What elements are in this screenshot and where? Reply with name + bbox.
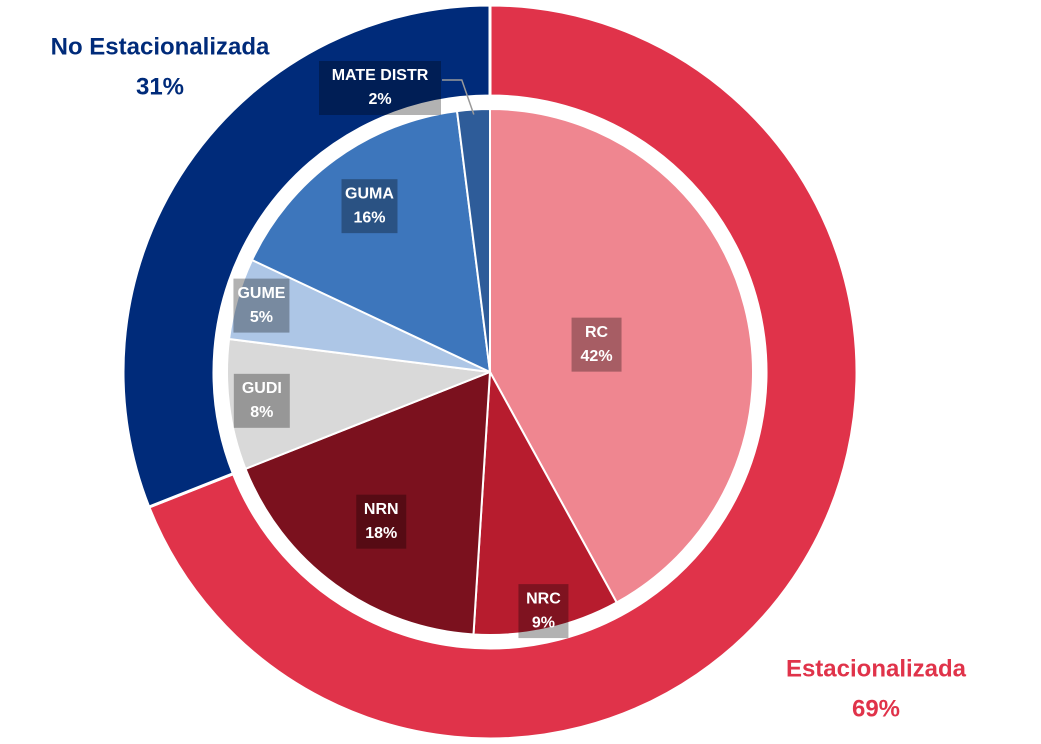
label-box xyxy=(233,278,290,333)
label-box xyxy=(341,179,398,234)
inner-value-label: 16% xyxy=(353,209,385,226)
inner-slice xyxy=(250,109,492,374)
inner-slice xyxy=(244,370,492,636)
inner-value-label: 2% xyxy=(368,91,391,108)
inner-label: NRC xyxy=(526,590,561,607)
inner-value-label: 8% xyxy=(250,404,273,421)
label-box xyxy=(518,584,569,639)
outer-value-label: 31% xyxy=(136,73,184,100)
inner-slice xyxy=(472,368,619,636)
label-box xyxy=(571,317,622,372)
inner-slice xyxy=(226,337,491,471)
label-box xyxy=(233,373,290,428)
inner-label: GUME xyxy=(237,285,285,302)
inner-slice xyxy=(455,107,491,373)
inner-label: GUDI xyxy=(242,380,282,397)
inner-value-label: 5% xyxy=(250,309,273,326)
inner-slice xyxy=(489,107,754,604)
outer-value-label: 69% xyxy=(852,695,900,722)
outer-label: No Estacionalizada xyxy=(51,33,270,60)
outer-slice xyxy=(146,3,859,741)
inner-value-label: 18% xyxy=(365,525,397,542)
inner-label: GUMA xyxy=(345,185,394,202)
label-box xyxy=(319,61,441,115)
inner-value-label: 9% xyxy=(532,614,555,631)
inner-label: RC xyxy=(585,324,609,341)
leader-line xyxy=(442,79,475,115)
label-box xyxy=(356,494,407,549)
inner-label: MATE DISTR xyxy=(332,67,429,84)
inner-value-label: 42% xyxy=(581,348,613,365)
inner-label: NRN xyxy=(364,501,399,518)
outer-label: Estacionalizada xyxy=(786,655,967,682)
outer-slice xyxy=(121,3,492,510)
